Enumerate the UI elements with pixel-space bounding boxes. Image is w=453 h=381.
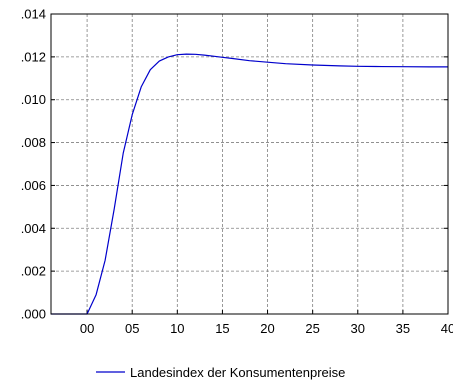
plot-frame [50,13,449,315]
legend-label: Landesindex der Konsumentenpreise [130,365,345,380]
x-tick-label: 15 [215,321,229,336]
x-tick-label: 30 [351,321,365,336]
series-group [51,53,448,315]
y-tick-label: .002 [21,264,46,279]
y-axis: .000 .002 .004 .006 .008 .010 .012 .014 [21,7,448,322]
y-tick-label: .010 [21,92,46,107]
y-tick-label: .006 [21,178,46,193]
y-tick-label: .008 [21,135,46,150]
y-tick-label: .004 [21,221,46,236]
x-tick-label: 40 [441,321,453,336]
x-tick-label: 00 [80,321,94,336]
x-axis: 00 05 10 15 20 25 30 35 40 [80,310,453,336]
legend: Landesindex der Konsumentenpreise [96,365,345,380]
grid-lines [51,14,448,314]
y-tick-label: .000 [21,307,46,322]
x-tick-label: 05 [125,321,139,336]
x-tick-label: 10 [170,321,184,336]
x-tick-label: 25 [305,321,319,336]
x-tick-label: 20 [260,321,274,336]
x-tick-label: 35 [396,321,410,336]
y-tick-label: .014 [21,7,46,22]
y-tick-label: .012 [21,49,46,64]
series-line [51,53,448,315]
